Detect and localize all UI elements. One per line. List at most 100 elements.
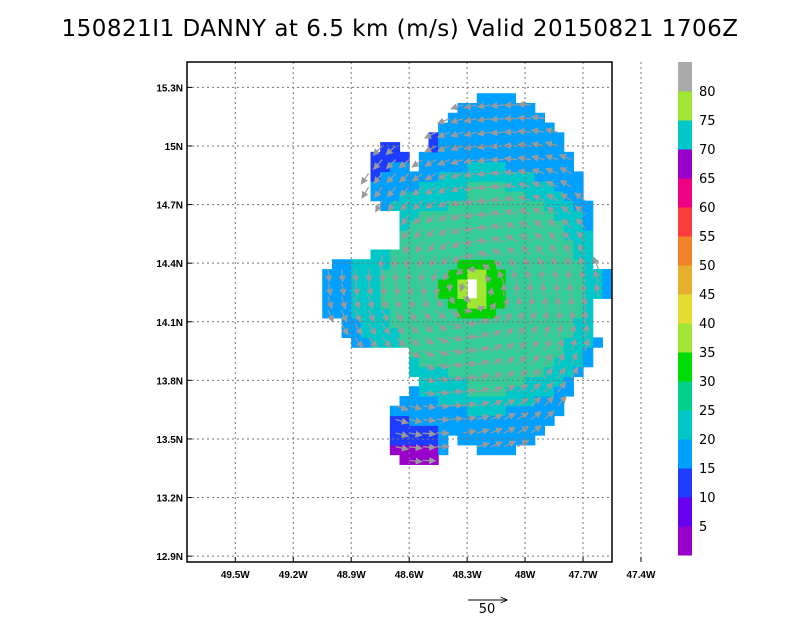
wind-arrow [577, 243, 586, 256]
x-axis: 49.5W 49.2W 48.9W 48.6W 48.3W 48W 47.7W 47.4W [221, 557, 656, 581]
wind-cell [409, 395, 420, 407]
wind-cell [496, 112, 507, 124]
wind-arrow [449, 361, 464, 369]
wind-arrow [493, 259, 505, 270]
wind-cell [399, 327, 410, 338]
wind-cell [409, 435, 420, 446]
wind-arrow [390, 255, 399, 269]
wind-cell [583, 259, 594, 270]
wind-arrow [476, 237, 491, 245]
wind-arrow [570, 352, 578, 365]
wind-cell [399, 269, 410, 280]
wind-cell [447, 278, 459, 290]
wind-arrow [412, 200, 424, 211]
wind-cell [573, 327, 584, 338]
wind-arrow [574, 192, 586, 202]
wind-cell [457, 112, 468, 124]
wind-cell [505, 317, 517, 329]
wind-cell [496, 278, 507, 290]
wind-arrow [530, 339, 539, 352]
wind-arrow [561, 218, 572, 229]
wind-arrow [503, 426, 517, 434]
wind-arrow [476, 414, 490, 422]
wind-arrow [592, 256, 600, 270]
wind-cell [496, 298, 507, 309]
wind-cell [428, 366, 439, 378]
wind-arrow [538, 269, 546, 283]
wind-arrow [490, 196, 504, 204]
wind-cell [515, 161, 526, 172]
wind-arrow [408, 336, 420, 346]
wind-cell [399, 210, 410, 221]
wind-arrow [463, 346, 477, 355]
wind-arrow [325, 268, 333, 283]
wind-cell [418, 376, 430, 387]
wind-cell [467, 229, 478, 241]
wind-cell [544, 327, 555, 338]
wind-cell [534, 415, 545, 426]
wind-cell [457, 337, 468, 348]
wind-arrow [502, 297, 510, 311]
wind-arrow [422, 336, 435, 345]
wind-cell [457, 269, 468, 280]
wind-cell [573, 181, 584, 192]
wind-arrow [530, 354, 540, 366]
wind-arrow [352, 282, 360, 297]
x-tick-label: 49.2W [279, 570, 308, 581]
wind-arrow [476, 197, 491, 205]
wind-cell [399, 425, 410, 436]
wind-arrow [340, 296, 347, 310]
wind-arrow [373, 159, 383, 170]
wind-cell [612, 279, 622, 289]
wind-cell [554, 288, 565, 299]
wind-cell [486, 93, 497, 104]
wind-cell [534, 122, 545, 133]
wind-cell [370, 317, 381, 329]
wind-arrow [559, 167, 572, 174]
wind-arrow [450, 241, 464, 248]
wind-arrow [476, 183, 491, 192]
colorbar-swatch [678, 294, 692, 324]
wind-cell [505, 171, 517, 182]
wind-arrow [422, 323, 434, 333]
wind-arrow [327, 309, 334, 323]
wind-cell [554, 151, 565, 163]
wind-arrow [374, 200, 383, 213]
wind-cell [438, 161, 449, 172]
wind-arrow [450, 158, 464, 166]
wind-cell [544, 200, 555, 212]
wind-arrow [365, 268, 373, 283]
colorbar-swatch [678, 207, 692, 237]
wind-cell [418, 229, 430, 241]
y-tick-label: 12.9N [156, 552, 183, 563]
wind-cell [534, 161, 545, 172]
wind-cell [476, 93, 488, 104]
wind-cell [467, 356, 478, 368]
wind-arrow [408, 296, 415, 310]
y-tick-label: 13.2N [156, 494, 183, 505]
wind-arrow [395, 309, 403, 322]
wind-cell [389, 415, 401, 426]
wind-arrow [534, 232, 545, 243]
wind-cell [428, 454, 439, 465]
wind-arrow [422, 389, 437, 397]
wind-arrow [386, 172, 397, 184]
wind-cell [418, 366, 430, 378]
wind-cell [525, 376, 536, 387]
wind-cell [428, 405, 439, 417]
wind-arrow [422, 443, 437, 451]
wind-cell [554, 161, 565, 172]
wind-cell [389, 308, 401, 319]
wind-cell [457, 151, 468, 163]
wind-cell [486, 103, 497, 114]
wind-arrow [476, 359, 490, 367]
wind-cell [457, 210, 468, 221]
wind-arrow [339, 282, 347, 297]
wind-arrow [476, 441, 490, 449]
wind-cell [476, 200, 488, 212]
wind-cell [457, 122, 468, 133]
wind-cell [428, 435, 439, 446]
wind-arrow [476, 400, 490, 408]
wind-cell [380, 181, 391, 192]
wind-cell [505, 444, 517, 456]
